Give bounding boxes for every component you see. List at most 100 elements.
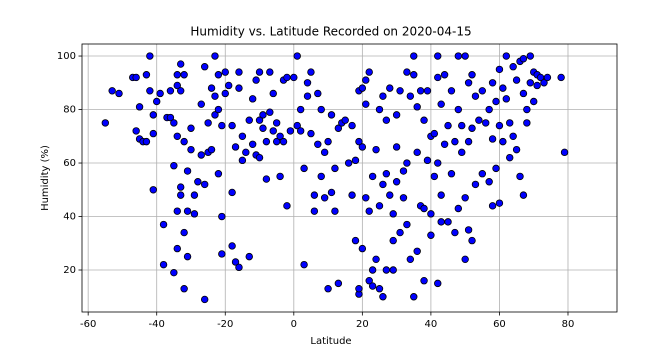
point (540, 79, 548, 87)
point (495, 121, 504, 130)
chart-title: Humidity vs. Latitude Recorded on 2020-0… (190, 25, 471, 39)
point (444, 218, 452, 226)
point (245, 252, 253, 261)
point (259, 124, 267, 132)
point (170, 268, 178, 277)
point (523, 119, 531, 127)
point (368, 172, 377, 181)
point (485, 178, 493, 186)
point (440, 71, 449, 79)
point (506, 119, 514, 127)
point (437, 191, 445, 199)
x-tick-label: 60 (493, 319, 506, 330)
point (156, 89, 164, 98)
point (471, 180, 480, 189)
point (358, 244, 367, 253)
point (132, 127, 140, 135)
point (488, 79, 497, 87)
point (180, 137, 188, 146)
point (423, 87, 432, 95)
point (351, 236, 360, 245)
point (204, 119, 212, 127)
point (396, 228, 404, 237)
point (190, 191, 199, 199)
point (440, 140, 449, 148)
point (331, 164, 339, 173)
point (187, 145, 195, 154)
point (399, 194, 408, 202)
point (485, 105, 493, 114)
y-tick-label: 60 (63, 158, 76, 169)
point (372, 145, 380, 154)
point (173, 81, 181, 90)
point (173, 244, 181, 253)
point (389, 266, 397, 274)
point (461, 194, 469, 202)
point (399, 167, 408, 175)
point (231, 258, 240, 266)
point (211, 52, 219, 60)
point (279, 137, 288, 146)
point (283, 73, 291, 82)
point (296, 105, 305, 114)
point (224, 81, 233, 90)
point (166, 87, 175, 95)
point (372, 255, 380, 264)
point (358, 84, 367, 92)
point (286, 127, 295, 135)
point (413, 247, 421, 255)
point (464, 226, 473, 234)
point (317, 172, 325, 181)
point (382, 116, 391, 124)
point (255, 68, 264, 76)
point (300, 260, 308, 269)
point (177, 87, 185, 95)
point (228, 188, 236, 197)
point (502, 52, 510, 60)
point (334, 124, 343, 132)
point (464, 137, 473, 146)
point (183, 207, 192, 215)
point (276, 172, 284, 181)
point (146, 87, 154, 95)
point (320, 194, 329, 202)
point (153, 97, 161, 106)
point (368, 266, 377, 274)
point (115, 89, 123, 98)
point (451, 137, 459, 146)
point (519, 89, 528, 98)
point (434, 52, 442, 60)
point (468, 236, 476, 245)
point (413, 103, 421, 111)
point (386, 84, 394, 92)
point (200, 63, 209, 71)
point (341, 116, 349, 124)
point (170, 161, 178, 170)
point (331, 207, 339, 215)
point (403, 68, 411, 76)
point (245, 116, 253, 124)
point (235, 263, 243, 272)
point (358, 143, 367, 151)
x-tick-label: -40 (149, 319, 165, 330)
point (499, 84, 507, 92)
point (420, 116, 428, 124)
point (166, 113, 175, 122)
point (403, 220, 411, 229)
point (396, 87, 404, 95)
point (478, 170, 487, 178)
point (454, 105, 463, 114)
point (197, 151, 205, 159)
point (334, 279, 343, 288)
point (317, 105, 325, 114)
point (159, 260, 168, 269)
y-axis-label: Humidity (%) (40, 145, 51, 211)
point (451, 228, 459, 237)
point (248, 140, 257, 148)
point (413, 148, 421, 157)
point (327, 188, 336, 197)
point (262, 175, 271, 183)
point (266, 108, 274, 116)
point (478, 87, 487, 95)
x-tick-label: -20 (217, 319, 233, 330)
